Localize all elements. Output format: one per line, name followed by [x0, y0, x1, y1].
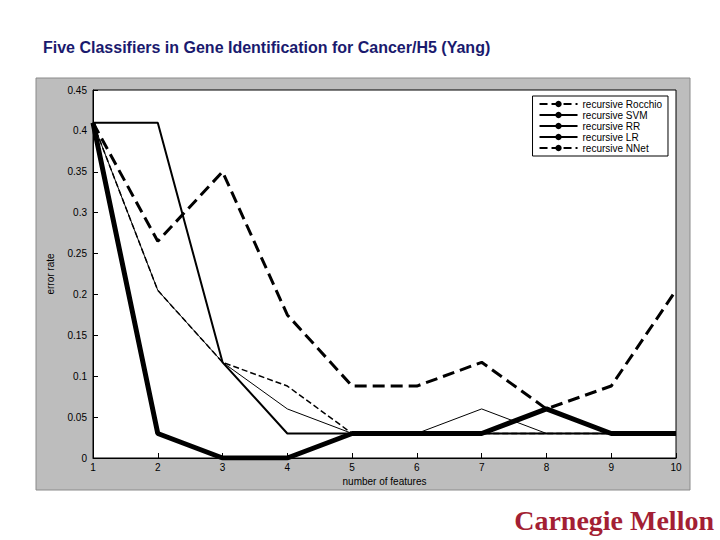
svg-text:9: 9 [608, 462, 614, 473]
svg-text:7: 7 [479, 462, 485, 473]
svg-text:0.45: 0.45 [68, 85, 88, 96]
svg-text:5: 5 [349, 462, 355, 473]
svg-text:2: 2 [155, 462, 161, 473]
svg-text:recursive LR: recursive LR [583, 132, 639, 143]
svg-text:0.05: 0.05 [68, 412, 88, 423]
svg-text:6: 6 [414, 462, 420, 473]
svg-text:recursive RR: recursive RR [583, 121, 641, 132]
svg-text:3: 3 [220, 462, 226, 473]
svg-text:Carnegie Mellon: Carnegie Mellon [514, 505, 714, 536]
svg-text:0.35: 0.35 [68, 166, 88, 177]
svg-text:0: 0 [81, 453, 87, 464]
svg-text:1: 1 [90, 462, 96, 473]
svg-text:0.4: 0.4 [73, 125, 87, 136]
svg-text:4: 4 [285, 462, 291, 473]
svg-text:recursive SVM: recursive SVM [583, 110, 648, 121]
svg-text:recursive NNet: recursive NNet [583, 143, 649, 154]
svg-text:0.3: 0.3 [73, 207, 87, 218]
svg-text:0.25: 0.25 [68, 248, 88, 259]
svg-text:0.1: 0.1 [73, 371, 87, 382]
svg-text:10: 10 [670, 462, 682, 473]
svg-text:8: 8 [544, 462, 550, 473]
svg-text:recursive Rocchio: recursive Rocchio [583, 99, 663, 110]
svg-text:0.15: 0.15 [68, 330, 88, 341]
svg-text:Five Classifiers in Gene Ident: Five Classifiers in Gene Identification … [43, 39, 490, 56]
svg-text:error rate: error rate [45, 253, 56, 295]
svg-text:number of features: number of features [343, 476, 427, 487]
svg-text:0.2: 0.2 [73, 289, 87, 300]
